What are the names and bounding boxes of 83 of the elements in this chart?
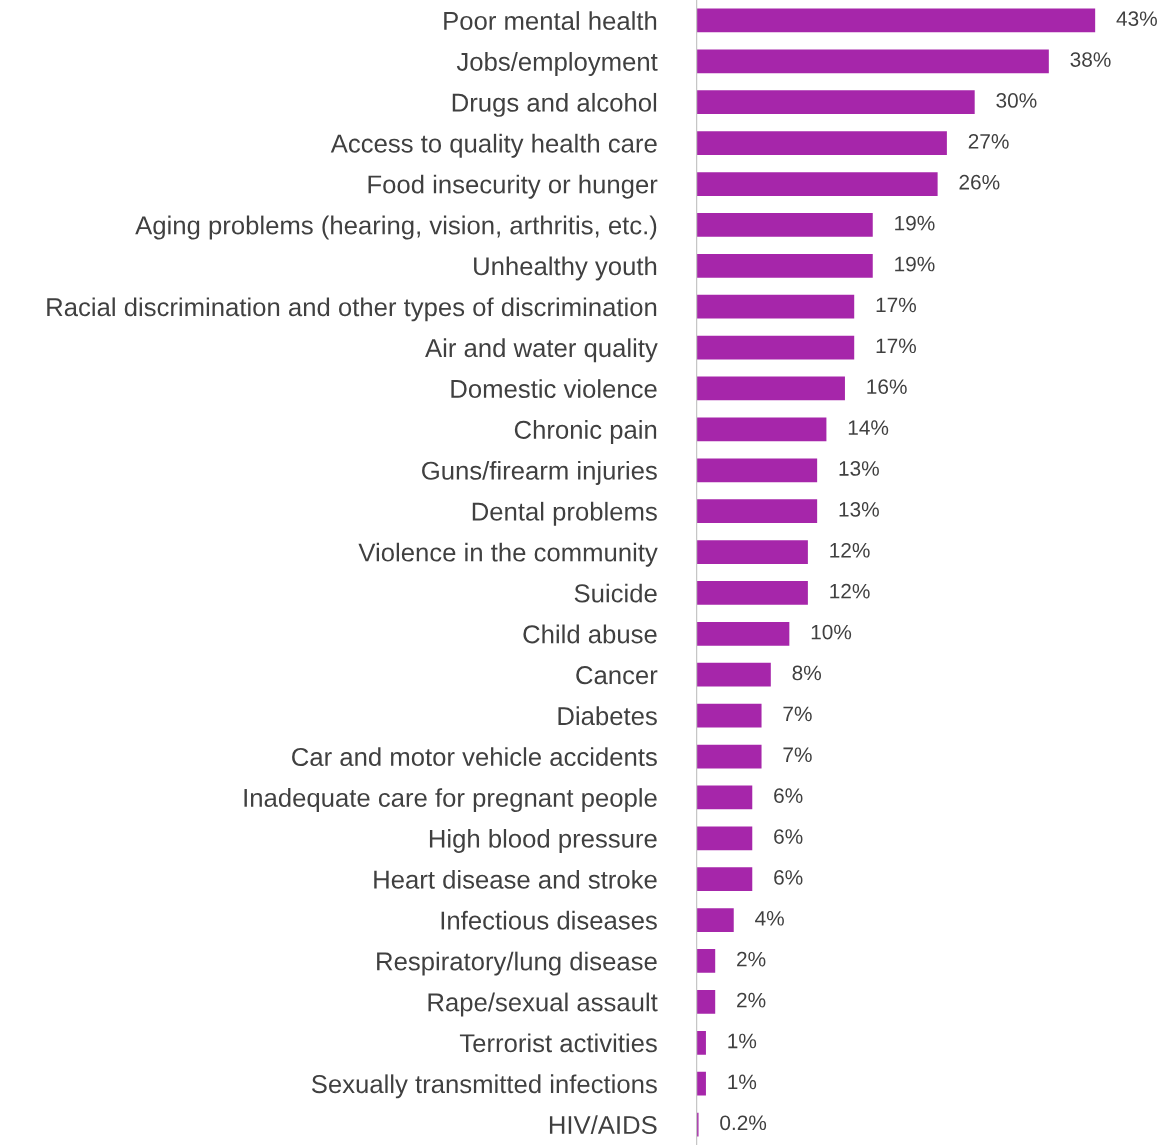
bar [696,703,762,728]
y-tick-label: Racial discrimination and other types of discrimination [47,297,657,322]
data-label: 19% [895,215,935,231]
data-label: 13% [839,461,879,476]
data-label: 27% [968,133,1009,149]
bar [696,8,1096,33]
bar [696,335,855,360]
bar [696,458,818,483]
bar [696,172,938,196]
data-label: 0.2% [720,1115,767,1131]
data-label: 4% [755,911,784,926]
y-tick-label: Terrorist activities [459,1033,657,1053]
y-tick-label: Child abuse [523,624,657,644]
bar [696,621,790,646]
data-label: 38% [1070,52,1111,67]
bar [696,826,753,851]
y-tick-label: Food insecurity or hunger [368,174,658,199]
data-label: 1% [728,1033,757,1049]
bar [696,744,762,769]
data-label: 6% [774,870,803,885]
data-label: 6% [774,788,803,803]
data-label: 8% [792,665,822,681]
y-tick-label: Chronic pain [514,420,657,445]
data-label: 14% [848,420,889,435]
bar [696,867,753,892]
data-label: 1% [728,1074,757,1090]
data-label: 12% [830,542,870,558]
bar [696,294,855,319]
y-tick-label: Inadequate care for pregnant people [244,788,657,813]
bar [696,908,734,932]
data-label: 12% [830,583,870,599]
y-tick-label: Jobs/employment [456,52,658,76]
bar [696,253,873,278]
y-tick-label: Cancer [576,666,658,685]
data-label: 2% [737,951,766,967]
bar [696,990,716,1014]
y-tick-label: Suicide [574,583,657,603]
y-tick-label: Violence in the community [358,542,658,567]
data-label: 43% [1116,11,1157,27]
y-tick-label: HIV/AIDS [549,1115,657,1135]
y-tick-label: Sexually transmitted infections [311,1074,657,1099]
y-tick-label: Drugs and alcohol [452,92,657,117]
y-tick-label: Diabetes [558,706,657,726]
y-tick-label: Respiratory/lung disease [377,951,657,976]
data-label: 19% [895,256,935,272]
y-tick-label: Domestic violence [451,379,657,399]
data-label: 7% [783,706,812,722]
data-label: 2% [737,992,766,1008]
bar [696,49,1049,74]
y-tick-label: Dental problems [472,501,657,526]
data-label: 26% [959,174,1000,190]
y-tick-label: Unhealthy youth [474,256,657,281]
bar [696,662,771,687]
y-tick-label: Aging problems (hearing, vision, arthritis, etc.) [135,215,657,240]
y-tick-label: Heart disease and stroke [374,869,657,889]
data-label: 7% [783,747,812,763]
y-tick-label: Poor mental health [444,11,657,31]
y-tick-label: High blood pressure [429,828,657,853]
bar [696,417,827,442]
y-tick-label: Air and water quality [425,338,658,363]
bar [696,499,818,524]
bar [696,540,808,564]
bar [696,213,873,237]
y-tick-label: Access to quality health care [330,133,657,158]
data-label: 30% [996,93,1037,108]
y-tick-label: Infectious diseases [441,910,657,930]
data-label: 10% [811,624,852,640]
bar [696,785,753,810]
bar [696,581,808,605]
bar [696,376,845,401]
bar [696,1071,706,1096]
bar [696,949,716,973]
data-label: 16% [867,379,907,395]
bar [696,90,975,115]
bar [696,131,947,155]
y-tick-label: Rape/sexual assault [428,992,658,1017]
data-label: 17% [876,297,917,313]
y-tick-label: Car and motor vehicle accidents [292,747,657,767]
data-label: 13% [839,502,879,517]
y-tick-label: Guns/firearm injuries [422,460,657,485]
data-label: 17% [876,338,917,354]
bar [696,1030,706,1055]
data-label: 6% [774,829,803,844]
